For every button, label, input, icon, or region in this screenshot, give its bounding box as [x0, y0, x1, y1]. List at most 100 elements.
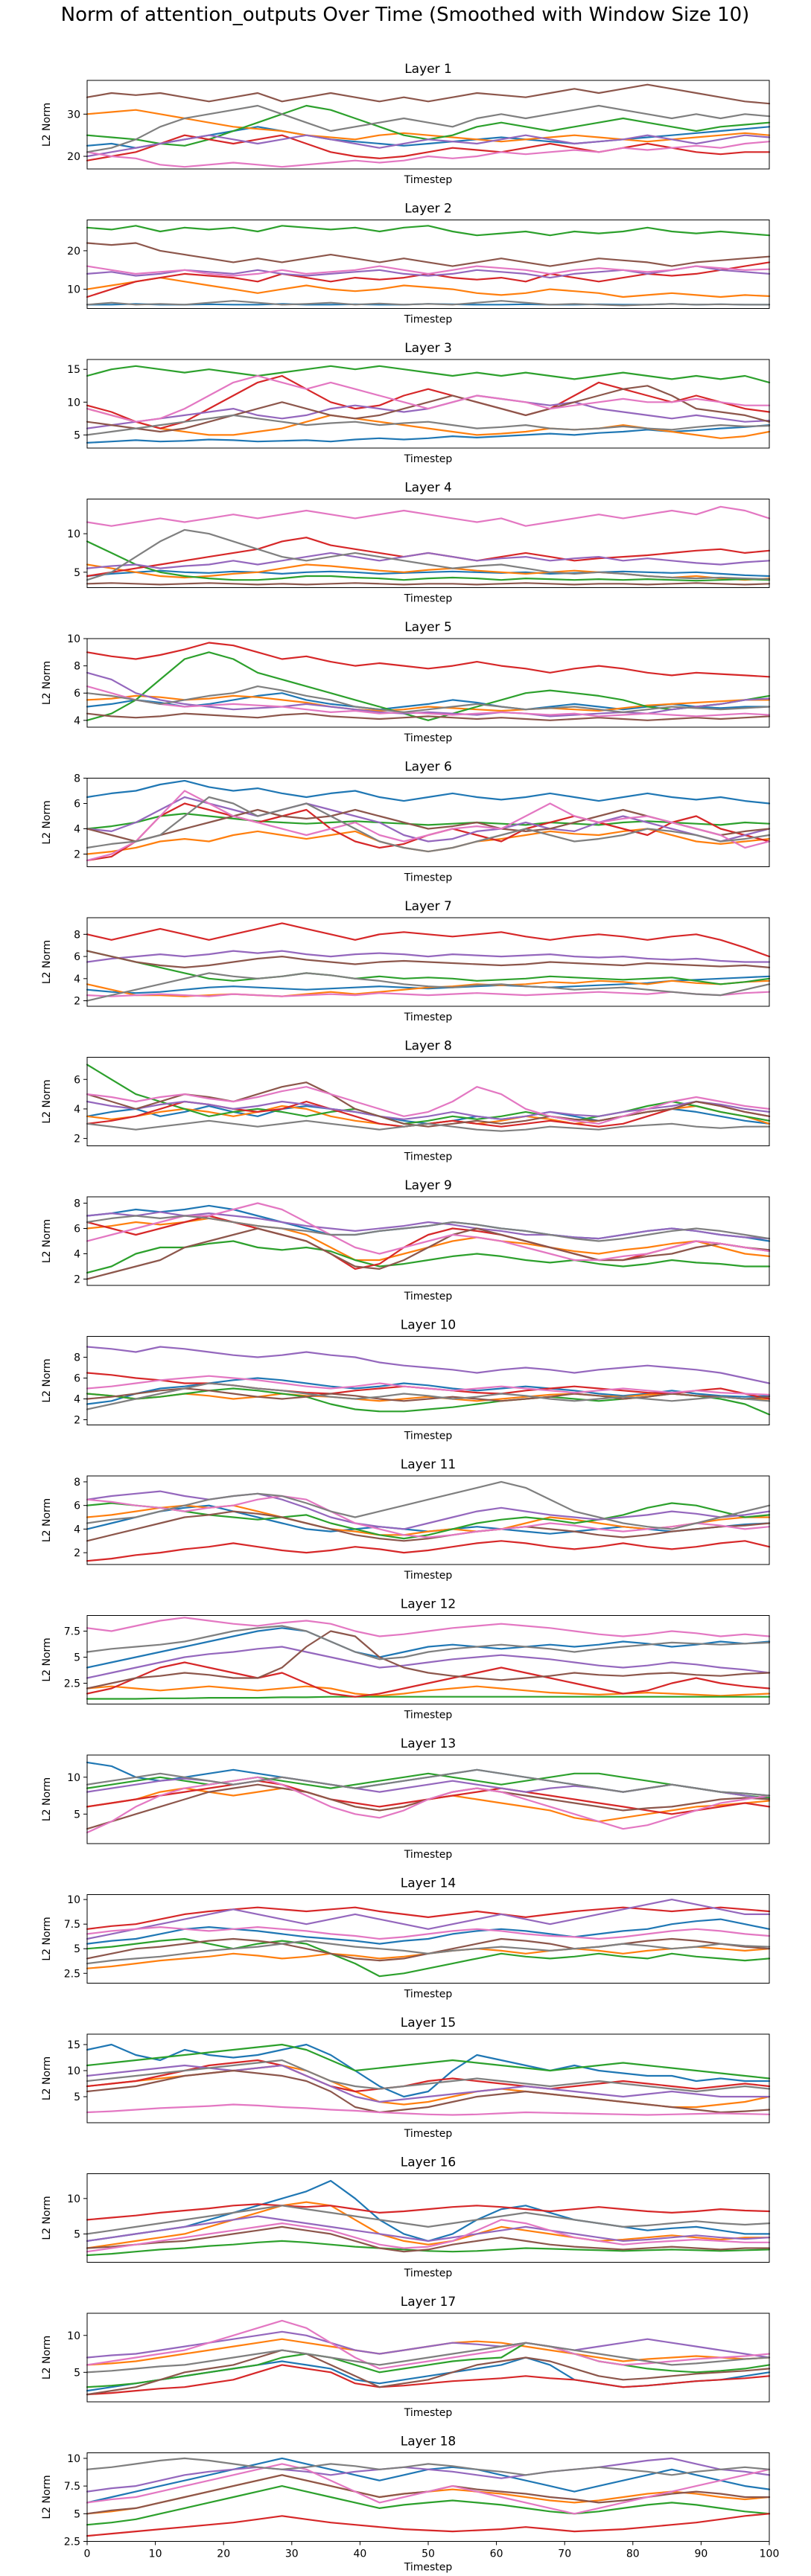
- x-tick-label: 30: [285, 2548, 299, 2560]
- y-tick-label: 4: [74, 715, 80, 727]
- series-line-6: [86, 2069, 771, 2114]
- series-line-5: [86, 950, 771, 963]
- x-axis-label: Timestep: [404, 593, 453, 605]
- series-line-3: [86, 2342, 771, 2388]
- x-tick-label: 70: [558, 2548, 571, 2560]
- x-axis-label: Timestep: [404, 1431, 453, 1442]
- y-axis-label: L2 Norm: [41, 1079, 53, 1123]
- x-axis-label: Timestep: [404, 1989, 453, 2001]
- series-line-7: [86, 790, 771, 862]
- panel-title-layer-12: Layer 12: [401, 1597, 456, 1612]
- x-axis-label: Timestep: [404, 453, 453, 465]
- x-axis-label: Timestep: [404, 2268, 453, 2280]
- panel-layer-12: Layer 12 2.5 5 7.5 Timestep L2 Norm: [41, 1597, 771, 1722]
- series-line-5: [86, 796, 771, 843]
- panel-layer-9: Layer 9 2 4 6 8 Timestep L2 Norm: [41, 1178, 771, 1303]
- series-line-3: [86, 1502, 771, 1540]
- plot-frame: [86, 1336, 770, 1425]
- series-line-4: [86, 922, 771, 958]
- series-line-6: [86, 83, 771, 105]
- x-tick-label: 100: [760, 2548, 780, 2560]
- series-line-4: [86, 134, 771, 162]
- series-line-8: [86, 1382, 771, 1410]
- series-line-2: [86, 1946, 771, 1969]
- panel-title-layer-17: Layer 17: [401, 2295, 456, 2310]
- series-line-6: [86, 385, 771, 433]
- y-tick-label: 10: [67, 397, 80, 409]
- y-tick-label: 2: [74, 849, 80, 861]
- series-line-3: [86, 540, 771, 582]
- x-axis-label: Timestep: [404, 872, 453, 884]
- series-line-5: [86, 134, 771, 158]
- panel-layer-15: Layer 15 5 10 15 Timestep L2 Norm: [41, 2016, 771, 2140]
- series-line-7: [86, 374, 771, 423]
- panel-layer-4: Layer 4 5 10 Timestep: [67, 481, 771, 605]
- x-axis-label: Timestep: [404, 2407, 453, 2419]
- y-tick-label: 4: [74, 1104, 80, 1116]
- series-line-2: [86, 1787, 771, 1823]
- x-axis-label: Timestep: [404, 2128, 453, 2140]
- y-tick-label: 5: [74, 567, 80, 579]
- series-line-7: [86, 505, 771, 527]
- series-line-4: [86, 2513, 771, 2537]
- series-line-8: [86, 1480, 771, 1530]
- series-line-4: [86, 261, 771, 298]
- series-line-7: [86, 2219, 771, 2253]
- series-line-7: [86, 1086, 771, 1125]
- y-axis-label: L2 Norm: [41, 103, 53, 147]
- plot-frame: [86, 2033, 770, 2123]
- series-line-7: [86, 991, 771, 997]
- series-line-5: [86, 1100, 771, 1120]
- series-line-6: [86, 2349, 771, 2396]
- series-line-6: [86, 950, 771, 969]
- panel-title-layer-14: Layer 14: [401, 1876, 456, 1891]
- plot-frame: [86, 778, 770, 867]
- panel-layer-7: Layer 7 2 4 6 8 Timestep L2 Norm: [41, 899, 771, 1023]
- y-tick-label: 8: [74, 773, 80, 785]
- plot-frame: [86, 1894, 770, 1984]
- series-line-5: [86, 1211, 771, 1240]
- y-axis-label: L2 Norm: [41, 661, 53, 705]
- y-tick-label: 4: [74, 824, 80, 836]
- panel-layer-16: Layer 16 5 10 Timestep L2 Norm: [41, 2155, 771, 2280]
- x-tick-label: 40: [353, 2548, 366, 2560]
- plot-frame: [86, 1196, 770, 1286]
- series-line-3: [86, 950, 771, 985]
- series-line-3: [86, 1696, 771, 1700]
- y-tick-label: 5: [74, 429, 80, 441]
- panel-layer-3: Layer 3 5 10 15 Timestep: [67, 341, 771, 465]
- y-tick-label: 2.5: [64, 1968, 80, 1980]
- series-line-8: [86, 1119, 771, 1132]
- panel-title-layer-4: Layer 4: [404, 481, 452, 496]
- y-tick-label: 8: [74, 1477, 80, 1489]
- y-tick-label: 6: [74, 688, 80, 700]
- y-tick-label: 4: [74, 974, 80, 985]
- y-axis-label: L2 Norm: [41, 1637, 53, 1681]
- y-axis-label: L2 Norm: [41, 2336, 53, 2380]
- y-tick-label: 4: [74, 1524, 80, 1535]
- plot-frame: [86, 499, 770, 588]
- panel-layer-13: Layer 13 5 10 Timestep L2 Norm: [41, 1736, 771, 1861]
- y-tick-label: 2: [74, 1547, 80, 1559]
- series-line-5: [86, 2215, 771, 2242]
- panel-layer-14: Layer 14 2.5 5 7.5 10 Timestep L2 Norm: [41, 1876, 771, 2001]
- panel-layer-5: Layer 5 4 6 8 10 Timestep L2 Norm: [41, 620, 771, 744]
- series-line-8: [86, 1768, 771, 1797]
- series-line-6: [86, 1081, 771, 1128]
- series-line-5: [86, 2330, 771, 2359]
- y-tick-label: 2.5: [64, 2537, 80, 2548]
- plot-frame: [86, 1057, 770, 1146]
- series-line-7: [86, 141, 771, 168]
- series-line-1: [86, 1918, 771, 1945]
- y-tick-label: 2: [74, 1415, 80, 1427]
- y-tick-label: 15: [67, 2039, 80, 2051]
- series-line-8: [86, 1625, 771, 1661]
- series-line-7: [86, 2463, 771, 2515]
- y-tick-label: 6: [74, 1074, 80, 1086]
- x-axis-label: Timestep: [404, 1849, 453, 1861]
- y-axis-label: L2 Norm: [41, 2475, 53, 2519]
- series-line-2: [86, 2201, 771, 2249]
- y-tick-label: 8: [74, 1198, 80, 1210]
